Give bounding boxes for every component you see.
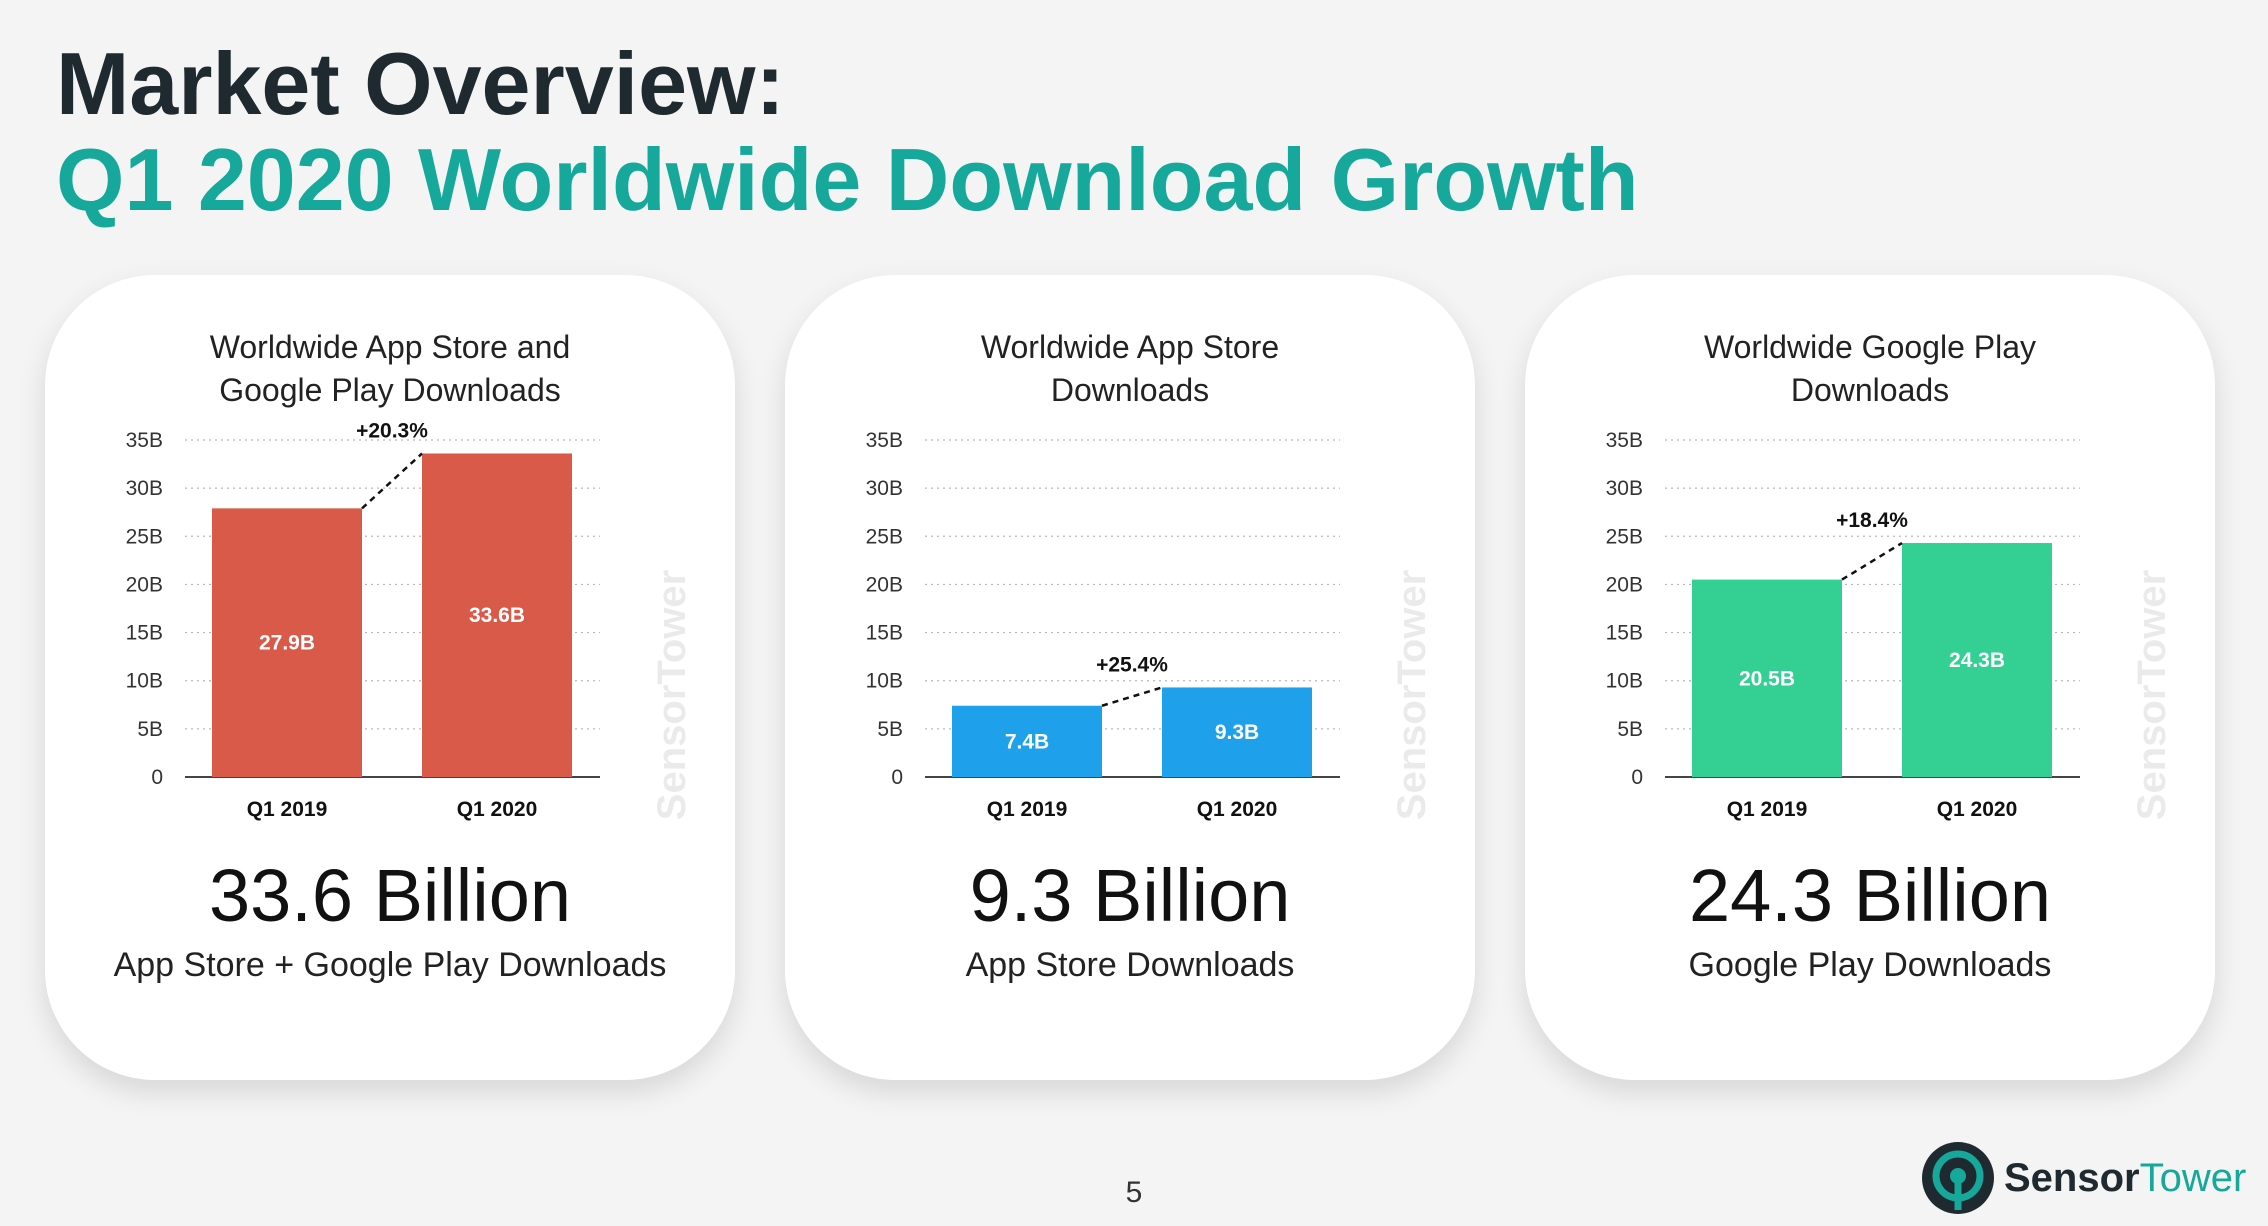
growth-connector [361, 452, 423, 510]
y-tick-label: 25B [126, 525, 163, 548]
y-tick-label: 10B [866, 670, 903, 693]
big-number-caption: App Store Downloads [965, 946, 1295, 984]
chart-app-store-downloads: Worldwide App Store Downloads SensorTower 0… [866, 329, 1434, 821]
big-number-caption: App Store + Google Play Downloads [113, 946, 667, 984]
y-tick-label: 30B [1606, 477, 1643, 500]
bar-value-label: 9.3B [1215, 721, 1259, 744]
y-tick-label: 0 [1631, 766, 1643, 789]
y-tick-label: 10B [126, 670, 163, 693]
page-title: Market Overview: [56, 34, 785, 133]
chart-title-line: Google Play Downloads [219, 372, 561, 408]
bar [1162, 687, 1312, 777]
chart-title-line: Worldwide Google Play [1704, 329, 2036, 365]
bar [1692, 579, 1842, 777]
y-tick-label: 20B [1606, 573, 1643, 596]
growth-label: +25.4% [1096, 653, 1168, 676]
big-number-caption: Google Play Downloads [1688, 946, 2052, 984]
bar-value-label: 24.3B [1949, 649, 2005, 672]
y-tick-label: 15B [1606, 622, 1643, 645]
x-tick-label: Q1 2020 [457, 798, 538, 821]
chart-title-line: Downloads [1051, 372, 1209, 408]
x-tick-label: Q1 2020 [1197, 798, 1278, 821]
y-tick-label: 30B [866, 477, 903, 500]
x-tick-label: Q1 2019 [1727, 798, 1808, 821]
chart-title-line: Worldwide App Store and [210, 329, 571, 365]
sensor-tower-logo-icon [1922, 1142, 1994, 1214]
brand-logo: SensorTower [1920, 1140, 2246, 1216]
y-tick-label: 20B [126, 573, 163, 596]
big-number: 9.3 Billion [969, 854, 1291, 937]
growth-label: +20.3% [356, 419, 428, 442]
bar [212, 508, 362, 777]
y-tick-label: 0 [151, 766, 163, 789]
y-tick-label: 35B [1606, 429, 1643, 452]
y-tick-label: 25B [1606, 525, 1643, 548]
watermark: SensorTower [1390, 570, 1434, 820]
x-tick-label: Q1 2019 [247, 798, 328, 821]
bar-value-label: 20.5B [1739, 667, 1795, 690]
chart-card-google-play: Worldwide Google Play Downloads SensorTowe… [1525, 275, 2215, 1080]
y-tick-label: 35B [126, 429, 163, 452]
y-tick-label: 10B [1606, 670, 1643, 693]
watermark-text: SensorTower [650, 570, 694, 820]
chart-combined-downloads: Worldwide App Store and Google Play Downl… [126, 329, 694, 821]
brand-wordmark-part1: Sensor [2004, 1155, 2140, 1200]
x-tick-label: Q1 2020 [1937, 798, 2018, 821]
chart-card-app-store: Worldwide App Store Downloads SensorTower 0… [785, 275, 1475, 1080]
watermark: SensorTower [650, 570, 694, 820]
y-tick-label: 15B [126, 622, 163, 645]
big-number: 24.3 Billion [1688, 854, 2051, 937]
y-tick-label: 20B [866, 573, 903, 596]
page-number: 5 [1125, 1176, 1143, 1209]
bar [422, 453, 572, 777]
y-tick-label: 0 [891, 766, 903, 789]
growth-connector [1101, 686, 1163, 707]
y-tick-label: 35B [866, 429, 903, 452]
chart-card-combined: Worldwide App Store and Google Play Downl… [45, 275, 735, 1080]
bar-value-label: 27.9B [259, 632, 315, 655]
growth-connector [1841, 541, 1903, 581]
y-tick-label: 30B [126, 477, 163, 500]
watermark-text: SensorTower [1390, 570, 1434, 820]
y-tick-label: 5B [137, 718, 163, 741]
y-tick-label: 5B [877, 718, 903, 741]
bar [1902, 543, 2052, 777]
chart-google-play-downloads: Worldwide Google Play Downloads SensorTowe… [1606, 329, 2174, 821]
y-tick-label: 25B [866, 525, 903, 548]
brand-wordmark: SensorTower [2004, 1156, 2246, 1201]
bar [952, 705, 1102, 777]
page-subtitle: Q1 2020 Worldwide Download Growth [56, 130, 1639, 229]
chart-title-line: Worldwide App Store [981, 329, 1279, 365]
x-tick-label: Q1 2019 [987, 798, 1068, 821]
y-tick-label: 15B [866, 622, 903, 645]
bar-value-label: 33.6B [469, 604, 525, 627]
y-tick-label: 5B [1617, 718, 1643, 741]
brand-wordmark-part2: Tower [2139, 1155, 2247, 1200]
watermark-text: SensorTower [2130, 570, 2174, 820]
bar-value-label: 7.4B [1005, 730, 1049, 753]
growth-label: +18.4% [1836, 509, 1908, 532]
watermark: SensorTower [2130, 570, 2174, 820]
big-number: 33.6 Billion [208, 854, 571, 937]
chart-title-line: Downloads [1791, 372, 1949, 408]
